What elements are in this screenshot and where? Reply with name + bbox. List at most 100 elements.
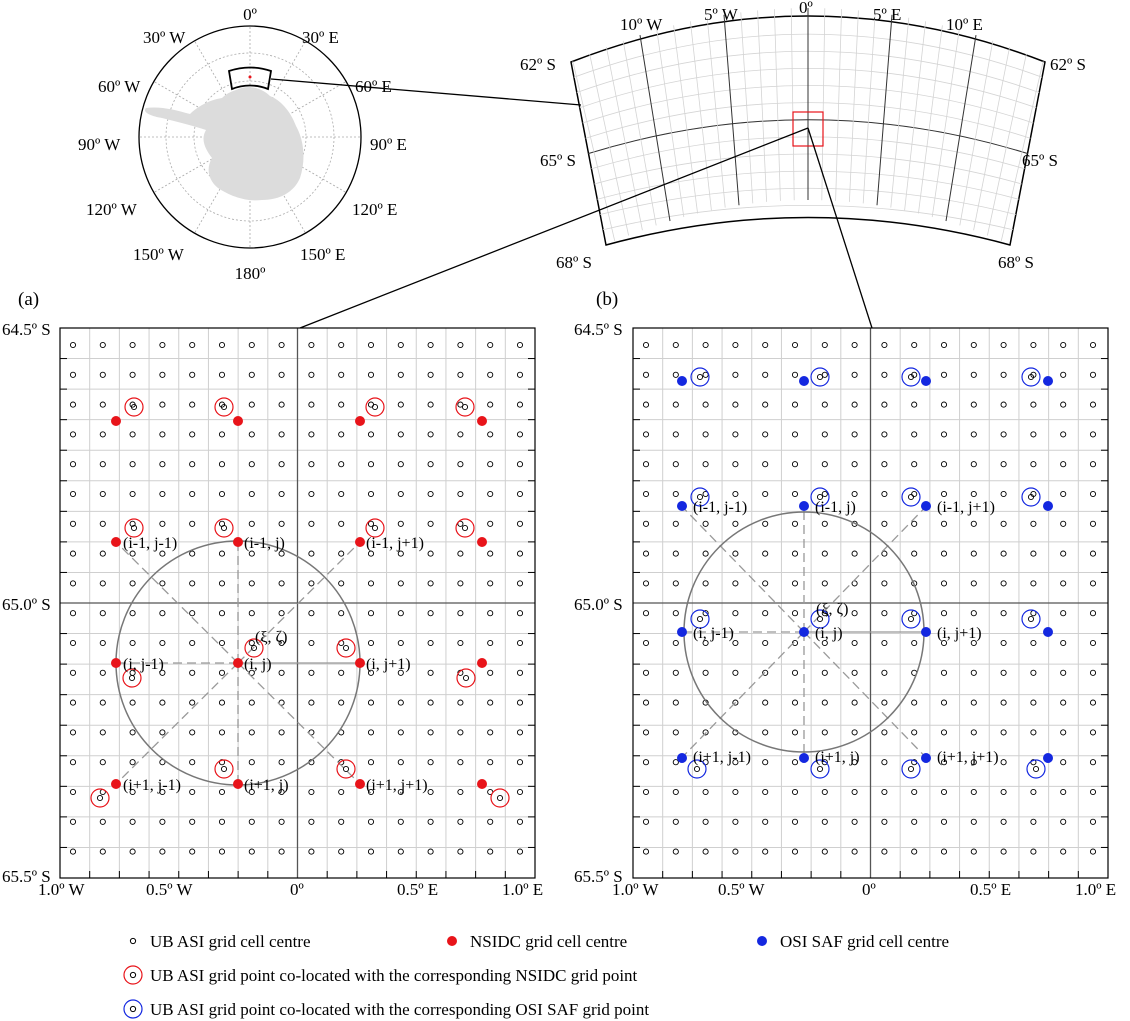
panel_a-ubasi-point [99,610,106,617]
panel_a-ubasi-point [397,431,404,438]
panel_b-ubasi-point [1000,371,1007,378]
panel_b-frame [632,327,1109,879]
panel_b-ubasi-point [970,341,977,349]
panel_b-ubasi-point [732,371,739,378]
panel_a-ubasi-point [99,759,106,766]
panel_a-ubasi-point [457,490,464,498]
panel_b-ubasi-point [732,848,739,855]
region-top-label: 5º E [873,5,901,24]
panel_b-ubasi-point [672,699,679,706]
panel_a-ubasi-point [248,848,255,855]
panel_b-ubasi-point [1000,788,1007,796]
panel_b-ubasi-point [1030,461,1037,468]
panel_b-ubasi-point [1000,401,1007,408]
panel_a-ubasi-point [69,341,77,349]
region-meridian-minor [606,46,643,231]
panel_a-ubasi-point [129,639,136,647]
panel_a-ubasi-point [159,341,166,349]
panel_a-ubasi-point [516,401,524,408]
panel-a-point-labels: (ξ, ζ) (i-1, j-1) (i-1, j) (i-1, j+1) (i… [123,535,428,794]
panel_b-ubasi-point [940,669,948,676]
panel_a-ubasi-point [397,371,404,378]
region-labels: 10º W 5º W 0º 5º E 10º E 62º S 65º S 68º… [520,0,1086,272]
panel_a-ubasi-point [338,699,345,706]
panel_b-ubasi-point [1030,729,1037,736]
legend-co-osisaf-label: UB ASI grid point co-located with the co… [150,1000,649,1019]
panel_a-ubasi-point [457,759,464,766]
panel_b-ubasi-point [732,520,739,527]
panel-b-xlabel: 1.0º W [612,880,659,899]
panel_b-ubasi-point [672,550,679,557]
panel_a-ubasi-point [427,341,434,349]
panel_b-ubasi-point [1060,669,1067,676]
panel_a-ubasi-point [457,341,464,349]
panel_a-ubasi-point [189,610,196,617]
panel_a-ubasi-point [69,729,77,736]
panel_b-ubasi-point [642,461,650,468]
panel_a-ubasi-point [69,759,77,766]
panel_b-colocated-ring [810,759,830,779]
panel_b-ubasi-point [940,610,948,617]
panel_a-ubasi-point [457,639,464,647]
panel_a-colocated-point [96,794,104,802]
panel_a-colocated-ring [124,397,144,417]
panel_a-ubasi-point [159,550,166,557]
panel_b-ubasi-point [1060,490,1067,498]
panel_a-ubasi-point [397,610,404,617]
panel_a-colocated-point [342,765,350,773]
panel_a-ubasi-point [516,729,524,736]
legend-co-nsidc-dot [129,971,137,979]
panel_b-ubasi-point [1089,818,1097,825]
panel_b-colocated-point [1027,615,1035,623]
panel_b-ubasi-point [970,431,977,438]
region-meridian-minor [987,53,1027,236]
panel_a-colocated-ring [124,518,144,538]
panel_b-ubasi-point [672,788,679,796]
panel_b-ubasi-point [911,848,918,855]
panel-b-ylabel: 64.5º S [574,320,623,339]
panel_a-ubasi-point [69,699,77,706]
panel_a-colocated-point [220,403,228,411]
panel_a-ubasi-point [218,550,226,557]
connector-polar-to-region [270,78,582,106]
panel_b-colocated-point [907,765,915,773]
panel_a-ubasi-point [308,520,315,527]
panel_a-ubasi-point [308,669,315,676]
panel_b-ubasi-point [702,520,709,527]
panel-a-ylabel: 65.5º S [2,867,51,886]
panel_a-ubasi-point [308,401,315,408]
panel_a-ubasi-point [427,669,434,676]
panel_a-ubasi-point [129,550,136,557]
panel_b-ubasi-point [1030,580,1037,587]
panel_b-osisaf-point [799,627,809,637]
panel_a-ubasi-point [487,490,494,498]
panel_a-ubasi-point [99,699,106,706]
polar-lon-label: 30º E [302,28,339,47]
panel_a-ubasi-point [159,788,166,796]
panel_a-ubasi-point [397,639,404,647]
panel_b-ubasi-point [762,818,769,825]
polar-region-marker [248,75,252,79]
panel_a-nsidc-point [355,416,365,426]
panel_a-ubasi-point [278,490,285,498]
legend-nsidc-label: NSIDC grid cell centre [470,932,627,951]
panel_b-ubasi-point [821,669,828,676]
polar-meridian [194,40,251,138]
panel_b-ubasi-point [970,490,977,498]
panel_b-ubasi-point [881,580,888,587]
panel_b-ubasi-point [791,788,799,796]
panel_b-ubasi-point [1089,848,1097,855]
panel_a-ubasi-point [278,580,285,587]
panel_a-ubasi-point [218,490,226,498]
panel_b-ubasi-point [1030,550,1037,557]
polar-map [138,25,362,249]
panel_a-colocated-ring [244,638,264,658]
region-graticule [572,8,1044,242]
legend-co-nsidc-label: UB ASI grid point co-located with the co… [150,966,638,985]
panel_b-ubasi-point [911,490,918,498]
panel_a-ubasi-point [159,818,166,825]
panel-b-ylabel: 65.5º S [574,867,623,886]
panel_b-colocated-point [693,765,701,773]
panel_b-colocated-ring [1021,487,1041,507]
panel-b-nb-label: (i+1, j-1) [693,749,751,766]
